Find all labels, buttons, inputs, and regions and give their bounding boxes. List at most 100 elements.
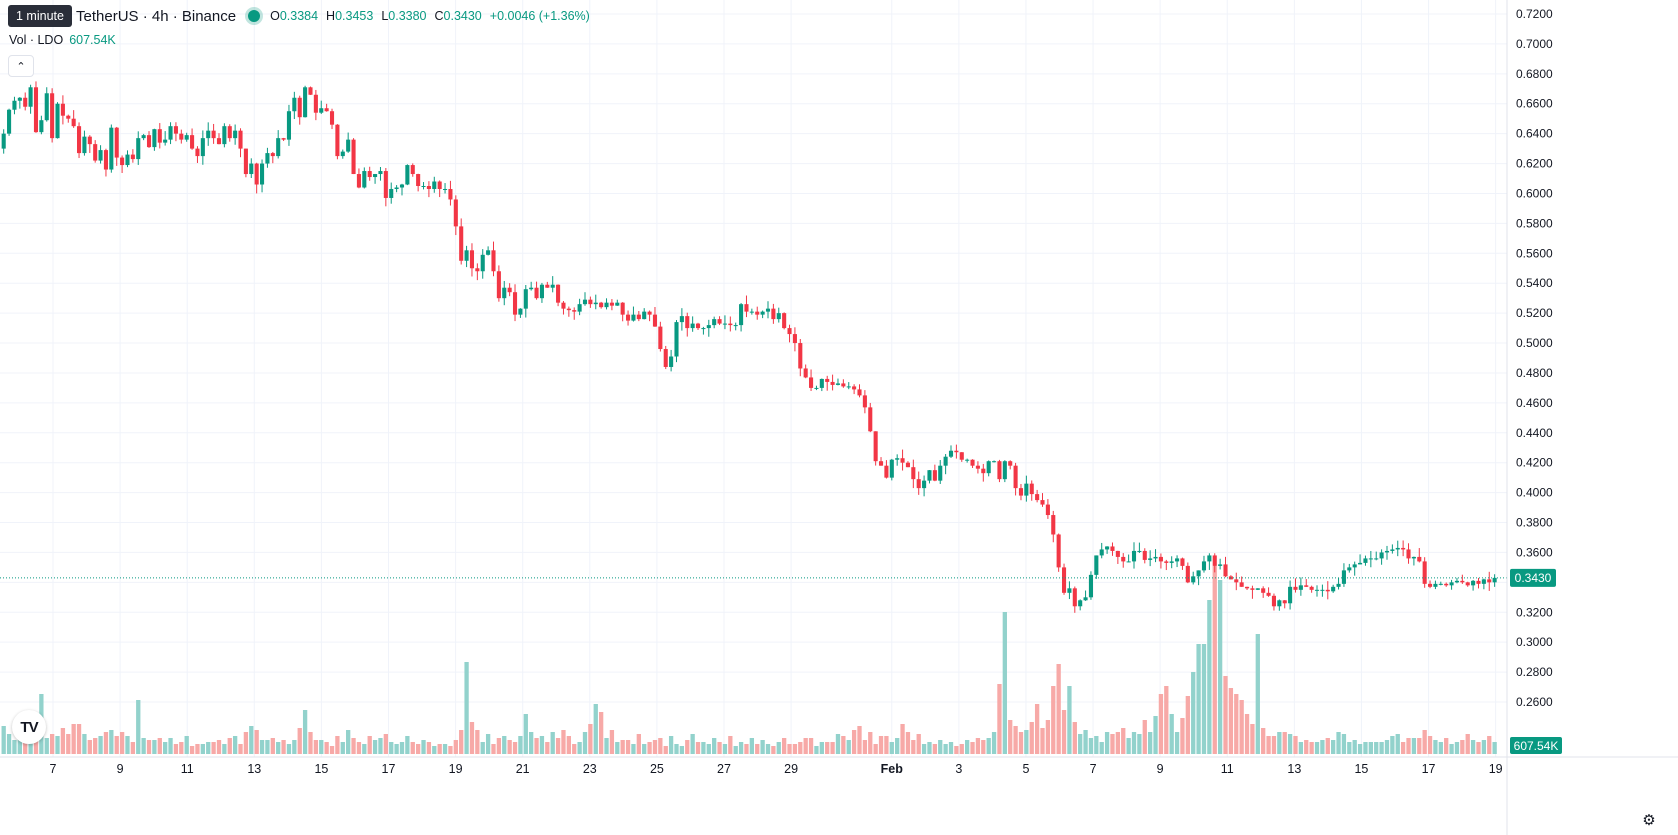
volume-label[interactable]: Vol · LDO: [9, 33, 64, 47]
candle-body: [744, 304, 749, 312]
volume-bar: [1217, 580, 1223, 754]
volume-bar: [884, 736, 889, 754]
candle-body: [432, 181, 437, 189]
volume-bar: [17, 736, 22, 754]
candle-body: [486, 250, 491, 255]
x-tick-label: Feb: [881, 762, 904, 776]
volume-bar: [1449, 744, 1454, 754]
candle-body: [599, 302, 604, 308]
candle-body: [173, 126, 178, 134]
time-axis[interactable]: 7 9 11 13 15 17 19 21 23 25 27 29 Feb 3 5 7 9 11 13 15 17 19: [0, 756, 1678, 776]
volume-bar: [529, 732, 534, 754]
volume-bar: [555, 738, 561, 754]
y-tick-label: 0.5400: [1516, 276, 1553, 290]
x-tick-label: 11: [181, 762, 194, 776]
candle-body: [948, 450, 954, 457]
volume-bar: [604, 738, 609, 754]
volume-bar: [60, 728, 66, 754]
volume-bar: [1051, 686, 1056, 754]
volume-bar: [851, 730, 857, 754]
candle-body: [254, 163, 259, 185]
volume-bar: [6, 734, 12, 754]
candle-body: [1341, 570, 1346, 584]
volume-bar: [179, 742, 184, 754]
candle-body: [1024, 483, 1029, 496]
volume-bar: [270, 738, 275, 754]
candle-body: [163, 139, 168, 143]
candle-body: [1040, 500, 1045, 505]
volume-bar: [814, 746, 819, 754]
ohlc-high: H0.3453: [326, 9, 373, 23]
gear-icon[interactable]: ⚙: [1642, 812, 1656, 829]
price-axis[interactable]: 0.7200 0.7000 0.6800 0.6600 0.6400 0.6200 0.60…: [1506, 0, 1562, 835]
ohlc-open: O0.3384: [270, 9, 318, 23]
candle-body: [695, 323, 701, 329]
y-tick-label: 0.6400: [1516, 127, 1553, 141]
volume-value: 607.54K: [69, 33, 116, 47]
symbol-legend: TetherUS · 4h · Binance O0.3384 H0.3453 …: [8, 6, 598, 26]
volume-bar: [389, 742, 394, 754]
candle-body: [534, 287, 539, 299]
tradingview-logo[interactable]: TV: [12, 710, 46, 744]
candle-body: [28, 87, 33, 107]
candle-body: [71, 118, 76, 127]
candle-body: [1363, 558, 1368, 563]
volume-bar: [561, 730, 566, 754]
volume-bar: [507, 740, 512, 754]
candle-body: [895, 458, 900, 460]
volume-bar: [157, 738, 162, 754]
volume-bar: [835, 734, 841, 754]
candle-body: [997, 461, 1002, 480]
candle-body: [927, 470, 932, 481]
volume-bar: [717, 742, 722, 754]
candle-body: [819, 378, 824, 388]
candle-body: [507, 287, 512, 293]
candle-body: [1384, 550, 1390, 553]
candle-body: [1201, 561, 1207, 571]
candle-body: [728, 323, 733, 326]
candle-body: [663, 349, 668, 367]
volume-bar: [1126, 738, 1131, 754]
grid-lines: [0, 0, 1507, 757]
y-tick-label: 0.2800: [1516, 665, 1553, 679]
candle-body: [453, 199, 458, 227]
volume-bar: [356, 742, 362, 754]
candle-body: [1180, 558, 1185, 566]
candle-body: [529, 287, 534, 290]
candle-body: [1239, 582, 1244, 587]
candle-body: [647, 311, 652, 315]
volume-bar: [340, 742, 345, 754]
collapse-legend-button[interactable]: ⌃: [8, 55, 34, 77]
y-tick-label: 0.7000: [1516, 37, 1553, 51]
volume-bar: [351, 738, 356, 754]
candle-body: [1449, 582, 1454, 586]
candle-body: [329, 111, 335, 125]
volume-bar: [954, 746, 959, 754]
candle-body: [168, 126, 173, 140]
symbol-title[interactable]: TetherUS · 4h · Binance: [76, 7, 237, 25]
volume-bar: [1148, 732, 1153, 754]
volume-bar: [200, 744, 205, 754]
candle-body: [1244, 586, 1250, 589]
candle-body: [243, 148, 248, 175]
candle-body: [1008, 461, 1013, 466]
volume-bar: [152, 740, 157, 754]
candle-body: [900, 458, 905, 463]
volume-bar: [1465, 734, 1470, 754]
candle-body: [421, 186, 426, 187]
candle-body: [496, 271, 501, 299]
volume-bar: [959, 744, 964, 754]
candle-body: [44, 93, 49, 121]
volume-bar: [1309, 742, 1314, 754]
volume-bar: [276, 742, 281, 754]
market-status-icon[interactable]: [248, 10, 261, 22]
candle-body: [33, 87, 39, 133]
candle-body: [814, 387, 819, 389]
candle-body: [206, 130, 211, 139]
low-value: 0.3380: [388, 9, 427, 23]
volume-bar: [103, 732, 109, 754]
volume-bar: [319, 740, 324, 754]
volume-bar: [1083, 730, 1088, 754]
y-tick-label: 0.3800: [1516, 516, 1553, 530]
